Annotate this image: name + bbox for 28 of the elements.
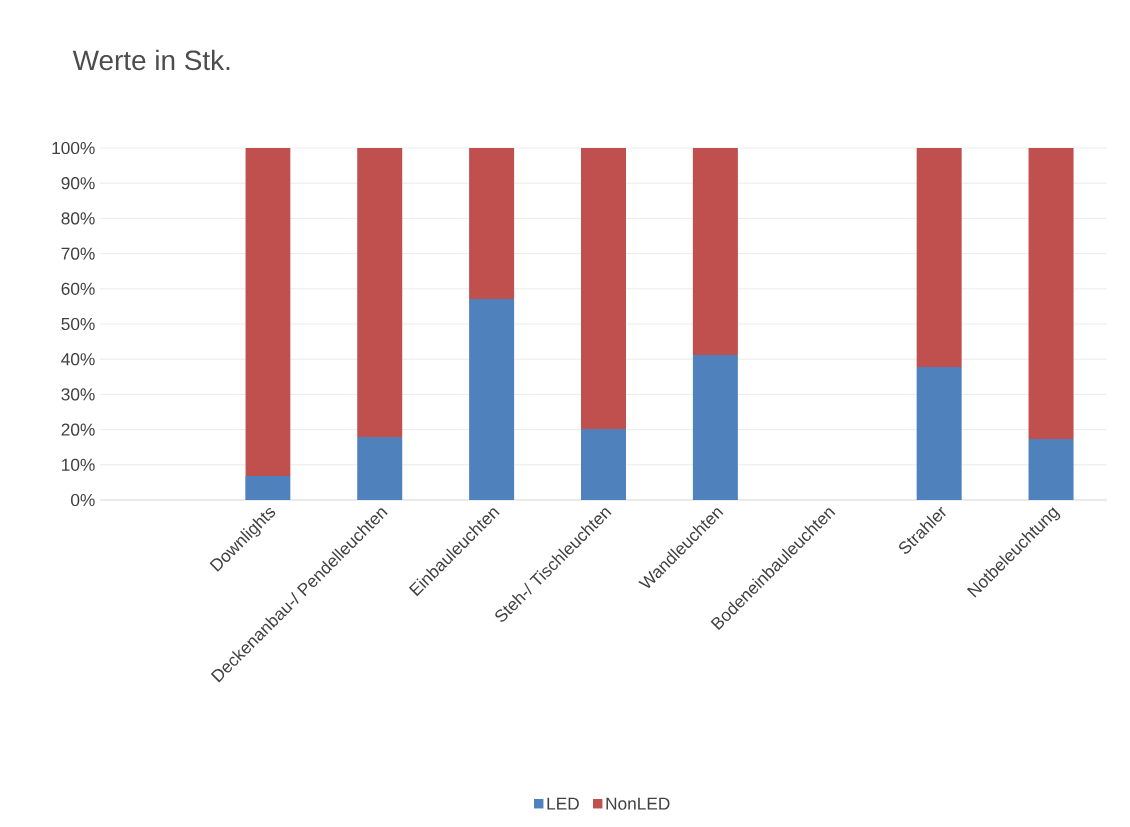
bar <box>1028 439 1074 500</box>
legend-label: LED <box>547 797 579 810</box>
y-tick-label: 30% <box>61 388 95 401</box>
y-tick-label: 60% <box>61 282 95 295</box>
bar <box>692 147 738 355</box>
y-tick-label: 40% <box>61 353 95 366</box>
bar <box>469 299 515 500</box>
bar <box>245 476 291 500</box>
bar <box>245 147 291 477</box>
bar <box>1028 147 1074 440</box>
bar <box>357 436 403 500</box>
bar <box>692 354 738 500</box>
legend-label: NonLED <box>606 797 670 810</box>
y-tick-label: 70% <box>61 247 95 260</box>
y-tick-label: 0% <box>71 493 95 507</box>
y-tick-label: 20% <box>61 423 95 436</box>
y-tick-label: 90% <box>61 177 95 190</box>
y-tick-label: 100% <box>52 141 95 155</box>
bar <box>581 428 626 500</box>
bar <box>581 147 626 429</box>
chart-title: Werte in Stk. <box>72 49 230 71</box>
y-tick-label: 50% <box>61 317 95 331</box>
y-tick-label: 10% <box>62 458 95 471</box>
y-tick-label: 80% <box>61 212 95 225</box>
bar <box>916 147 962 367</box>
bar <box>469 147 515 300</box>
bar <box>357 147 403 437</box>
bar <box>916 366 962 500</box>
